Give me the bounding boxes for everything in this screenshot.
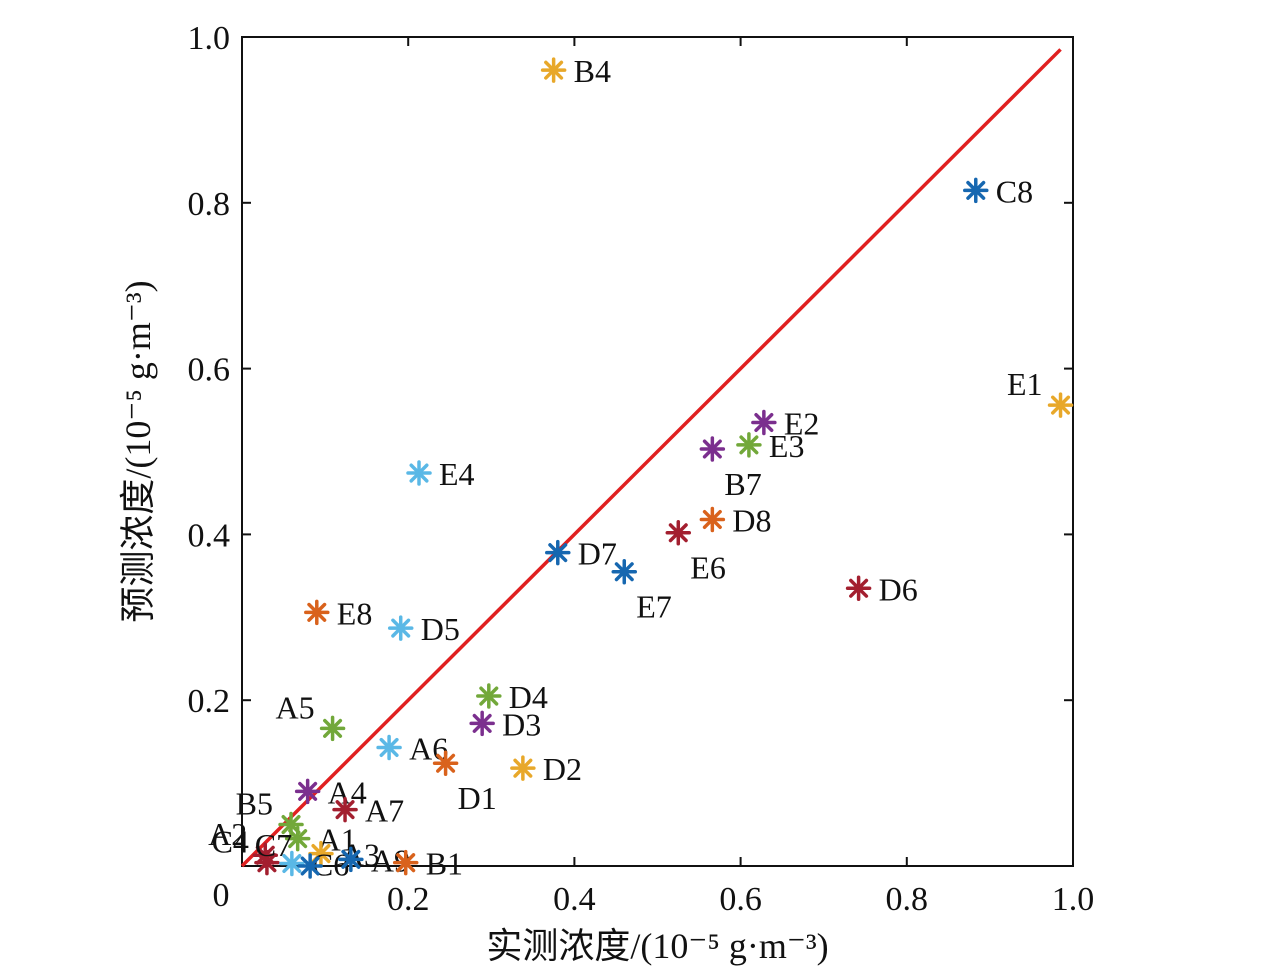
y-tick-label: 1.0 <box>188 20 231 57</box>
data-point-c7: C7 <box>255 827 323 879</box>
point-label: B5 <box>236 786 273 822</box>
point-label: D8 <box>732 502 771 538</box>
point-label: E8 <box>337 595 373 631</box>
data-point-b4: B4 <box>540 53 611 89</box>
data-point-c4: C4 <box>212 824 280 876</box>
point-label: D6 <box>879 571 918 607</box>
data-point-a5: A5 <box>275 689 346 742</box>
point-label: B1 <box>426 846 463 882</box>
point-label: E7 <box>636 589 672 625</box>
point-label: C7 <box>255 827 292 863</box>
point-label: E2 <box>784 405 820 441</box>
point-label: C4 <box>212 824 249 860</box>
x-tick-label: 0.4 <box>553 881 596 918</box>
data-point-a4: A4 <box>294 774 367 810</box>
data-point-a6: A6 <box>376 730 448 766</box>
data-point-b5: B5 <box>236 786 304 838</box>
x-tick-label: 0.2 <box>387 881 430 918</box>
point-label: A4 <box>328 774 367 810</box>
origin-label: 0 <box>213 877 230 914</box>
point-label: D7 <box>578 536 617 572</box>
data-point-d4: D4 <box>476 679 548 715</box>
x-tick-label: 1.0 <box>1052 881 1095 918</box>
point-label: D5 <box>421 611 460 647</box>
x-tick-label: 0.8 <box>886 881 929 918</box>
point-label: D4 <box>509 679 548 715</box>
point-label: B4 <box>574 53 611 89</box>
data-point-e3: E3 <box>736 428 805 464</box>
y-axis-title: 预测浓度/(10⁻⁵ g·m⁻³) <box>118 280 158 622</box>
data-point-d6: D6 <box>845 571 918 607</box>
y-tick-label: 0.2 <box>188 683 231 720</box>
x-axis-title: 实测浓度/(10⁻⁵ g·m⁻³) <box>486 926 828 966</box>
point-label: D1 <box>458 780 497 816</box>
data-point-d1: D1 <box>432 750 497 816</box>
data-point-e8: E8 <box>304 595 373 631</box>
data-point-b1: B1 <box>392 846 463 882</box>
point-label: D3 <box>502 706 541 742</box>
data-point-d2: D2 <box>510 751 582 787</box>
point-label: E3 <box>769 428 805 464</box>
data-point-e2: E2 <box>751 405 820 441</box>
data-point-e6: E6 <box>665 519 726 586</box>
point-label: E6 <box>690 550 726 586</box>
data-point-a7: A7 <box>332 793 404 829</box>
point-label: C8 <box>996 173 1033 209</box>
point-label: D2 <box>543 751 582 787</box>
data-point-c8: C8 <box>963 173 1033 209</box>
data-point-d3: D3 <box>469 706 541 742</box>
y-tick-label: 0.8 <box>188 186 231 223</box>
y-tick-label: 0.6 <box>188 352 231 389</box>
y-tick-label: 0.4 <box>188 517 231 554</box>
reference-line-group <box>240 48 1062 868</box>
data-point-d5: D5 <box>387 611 460 647</box>
x-tick-label: 0.6 <box>719 881 762 918</box>
point-label: B7 <box>724 466 761 502</box>
point-label: A5 <box>275 689 314 725</box>
data-point-e7: E7 <box>611 558 672 625</box>
point-label: E4 <box>439 456 475 492</box>
point-label: A2 <box>208 816 247 852</box>
data-point-a9: A9 <box>338 842 410 878</box>
data-point-b7: B7 <box>699 436 762 502</box>
data-point-e1: E1 <box>1007 366 1074 418</box>
axis-ticks: 0.2 0.4 0.6 0.8 1.0 0.2 0.4 0.6 0.8 1.0 0 <box>188 20 1095 918</box>
reference-line <box>240 48 1062 868</box>
point-label: E1 <box>1007 366 1043 402</box>
data-point-d8: D8 <box>699 502 771 538</box>
data-point-e4: E4 <box>406 456 475 492</box>
data-point-d7: D7 <box>545 536 617 572</box>
point-label: A7 <box>365 793 404 829</box>
plot-frame <box>241 36 1074 867</box>
